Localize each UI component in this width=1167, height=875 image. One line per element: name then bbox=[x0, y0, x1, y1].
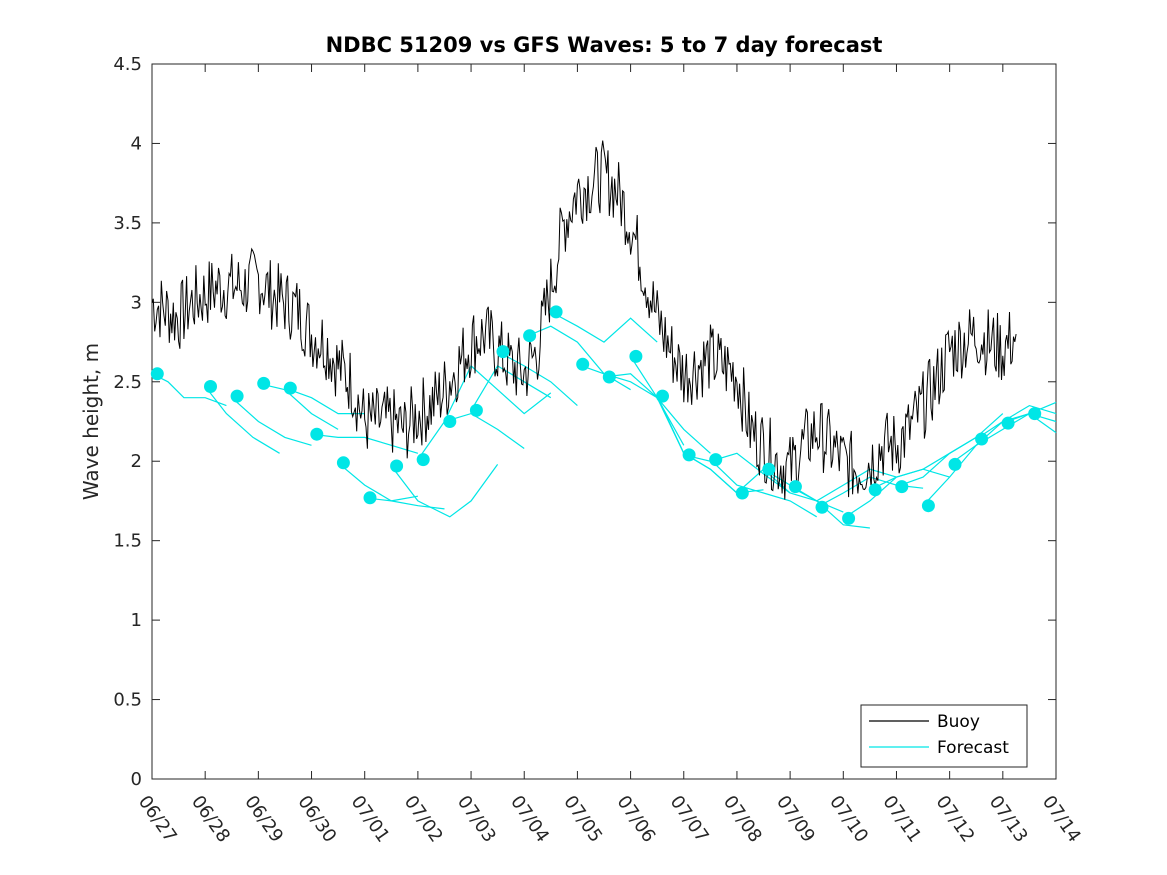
forecast-marker bbox=[895, 480, 909, 494]
forecast-marker bbox=[523, 329, 537, 343]
forecast-marker bbox=[230, 389, 244, 403]
forecast-marker bbox=[469, 403, 483, 417]
forecast-marker bbox=[815, 500, 829, 514]
forecast-marker bbox=[656, 389, 669, 403]
forecast-marker bbox=[283, 381, 297, 395]
forecast-marker bbox=[363, 491, 377, 505]
y-tick-label: 3.5 bbox=[113, 213, 142, 234]
forecast-line bbox=[311, 433, 419, 454]
forecast-marker bbox=[443, 415, 457, 428]
forecast-line bbox=[151, 373, 227, 407]
forecast-marker bbox=[921, 499, 935, 513]
forecast-line bbox=[577, 363, 685, 446]
forecast-marker bbox=[416, 453, 430, 467]
y-axis: 0 0.5 1 1.5 2 2.5 3 3.5 4 4.5 bbox=[113, 54, 1056, 790]
legend-forecast-label: Forecast bbox=[937, 738, 1009, 758]
forecast-marker bbox=[1028, 407, 1042, 421]
forecast-series bbox=[151, 311, 1057, 529]
forecast-marker bbox=[629, 349, 643, 363]
forecast-line bbox=[550, 311, 658, 343]
forecast-marker bbox=[948, 457, 962, 471]
forecast-marker bbox=[788, 480, 802, 494]
forecast-line bbox=[789, 468, 897, 502]
legend: Buoy Forecast bbox=[860, 704, 1028, 768]
forecast-marker bbox=[709, 453, 723, 467]
forecast-marker bbox=[204, 380, 217, 393]
legend-buoy-label: Buoy bbox=[937, 712, 980, 732]
forecast-line bbox=[258, 382, 339, 430]
forecast-marker bbox=[257, 376, 271, 390]
axes-frame bbox=[151, 63, 1057, 780]
forecast-line bbox=[284, 387, 365, 415]
y-tick-label: 0 bbox=[131, 769, 142, 790]
forecast-marker bbox=[602, 370, 616, 384]
y-tick-label: 1.5 bbox=[113, 531, 142, 552]
forecast-marker bbox=[390, 459, 404, 473]
y-tick-label: 0.5 bbox=[113, 690, 142, 711]
forecast-marker bbox=[868, 483, 882, 497]
chart-title: NDBC 51209 vs GFS Waves: 5 to 7 day fore… bbox=[326, 33, 883, 57]
forecast-marker bbox=[842, 511, 856, 525]
forecast-line bbox=[709, 459, 818, 518]
y-tick-label: 4 bbox=[131, 133, 142, 154]
forecast-marker bbox=[762, 462, 776, 476]
forecast-marker bbox=[549, 305, 563, 319]
y-tick-label: 3 bbox=[131, 292, 142, 313]
forecast-line bbox=[443, 364, 552, 422]
forecast-marker bbox=[735, 486, 749, 500]
plot-area: 00.511.522.533.544.5 06/27 06/28 06/29 06/3… bbox=[113, 54, 1085, 846]
forecast-line bbox=[204, 386, 280, 454]
forecast-marker bbox=[682, 448, 696, 462]
y-tick-label: 4.5 bbox=[113, 54, 142, 75]
forecast-line bbox=[683, 452, 791, 494]
forecast-marker bbox=[150, 367, 164, 381]
legend-box bbox=[860, 704, 1028, 768]
buoy-series bbox=[151, 140, 1017, 500]
forecast-markers bbox=[150, 305, 1042, 525]
forecast-line bbox=[390, 464, 499, 518]
forecast-line bbox=[896, 413, 1004, 488]
forecast-marker bbox=[336, 456, 350, 470]
forecast-line bbox=[470, 365, 552, 411]
buoy-line bbox=[151, 140, 1017, 500]
forecast-marker bbox=[975, 432, 989, 446]
y-tick-label: 1 bbox=[131, 610, 142, 631]
y-tick-label: 2 bbox=[131, 451, 142, 472]
forecast-marker bbox=[1001, 416, 1015, 430]
forecast-marker bbox=[496, 345, 510, 359]
y-tick-label: 2.5 bbox=[113, 372, 142, 393]
forecast-line bbox=[975, 404, 1057, 440]
forecast-marker bbox=[310, 427, 324, 441]
forecast-marker bbox=[576, 357, 590, 371]
forecast-line bbox=[231, 397, 312, 446]
y-axis-label: Wave height, m bbox=[79, 343, 103, 500]
